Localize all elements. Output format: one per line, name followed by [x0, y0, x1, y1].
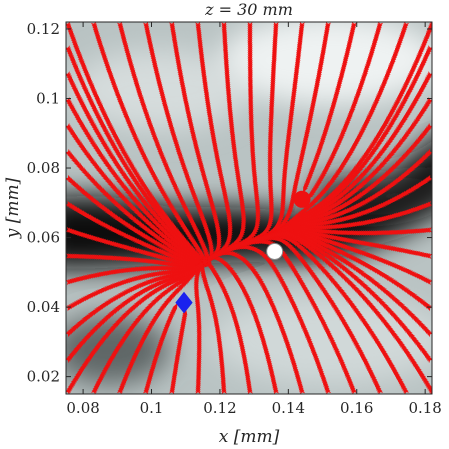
y-tick-label: 0.12 — [27, 20, 60, 38]
plot-frame — [65, 21, 433, 395]
x-tick-label: 0.18 — [408, 399, 441, 417]
x-tick-label: 0.12 — [203, 399, 236, 417]
streamline — [201, 231, 432, 364]
x-tick-label: 0.1 — [140, 399, 164, 417]
marker-circle — [266, 242, 284, 260]
x-axis: 0.08 0.1 0.12 0.14 0.16 0.18 — [66, 22, 442, 417]
x-axis-title: x [mm] — [219, 427, 280, 447]
x-tick-label: 0.16 — [340, 399, 373, 417]
markers — [175, 190, 311, 314]
marker-diamond — [175, 291, 193, 314]
x-tick-label: 0.08 — [66, 399, 99, 417]
y-axis-title: y [mm] — [3, 177, 23, 239]
plot-title: z = 30 mm — [204, 0, 293, 19]
y-tick-label: 0.08 — [27, 159, 60, 177]
y-tick-label: 0.1 — [36, 89, 60, 107]
streamlines — [66, 22, 432, 394]
x-tick-label: 0.14 — [272, 399, 305, 417]
marker-circle — [293, 190, 311, 208]
y-tick-label: 0.02 — [27, 368, 60, 386]
y-tick-label: 0.04 — [27, 298, 60, 316]
y-axis: 0.02 0.04 0.06 0.08 0.1 0.12 — [27, 20, 432, 386]
intensity-map — [66, 22, 432, 394]
y-tick-label: 0.06 — [27, 229, 60, 247]
